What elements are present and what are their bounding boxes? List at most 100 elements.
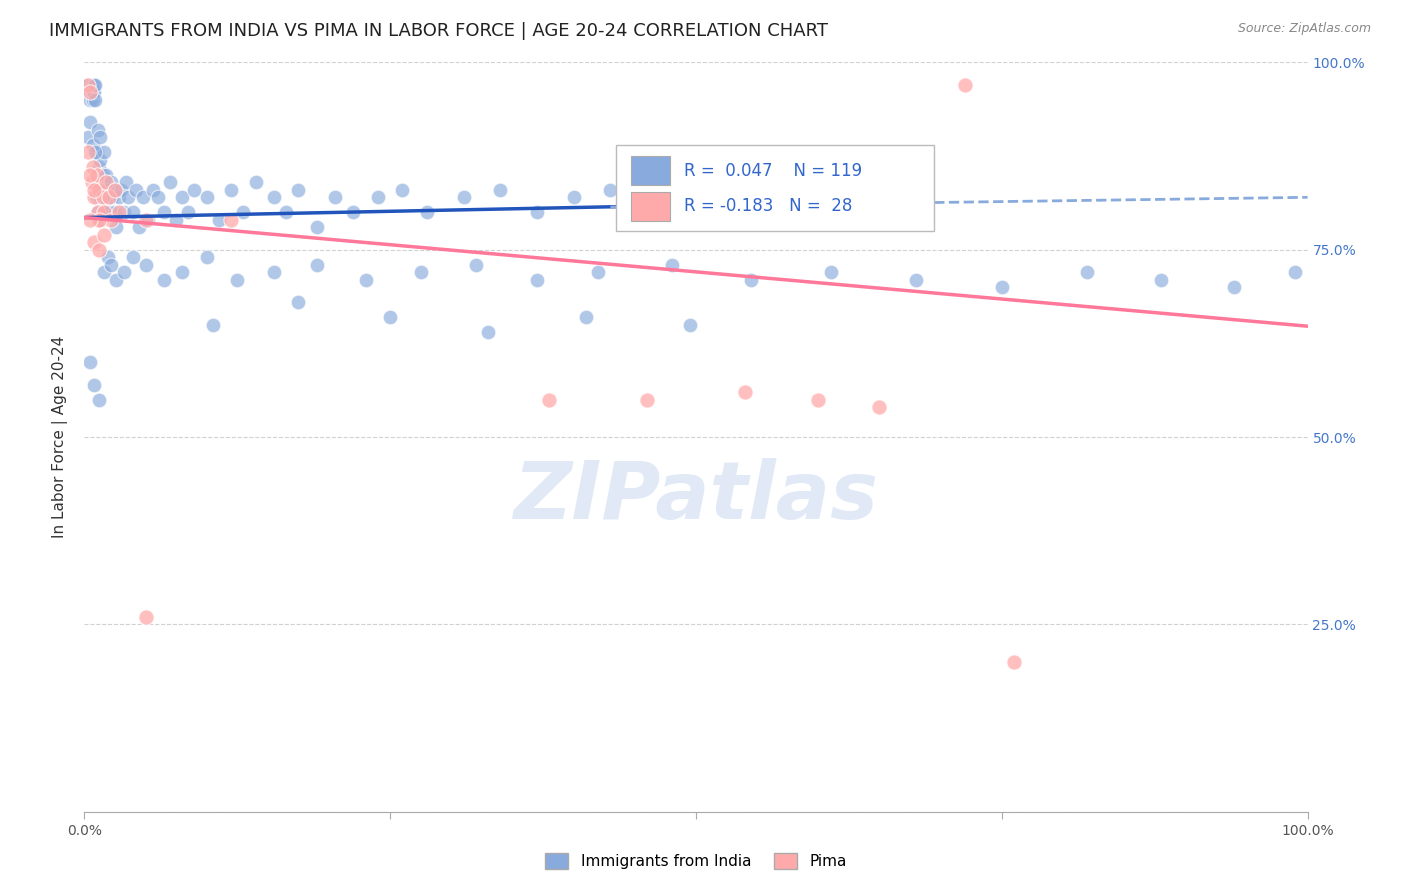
Point xyxy=(110,183,132,197)
Point xyxy=(117,190,139,204)
Point xyxy=(77,78,100,92)
Legend: Immigrants from India, Pima: Immigrants from India, Pima xyxy=(540,847,852,875)
Point xyxy=(79,168,101,182)
Point xyxy=(97,250,120,264)
Point xyxy=(94,190,117,204)
Point xyxy=(89,190,111,204)
Point xyxy=(84,93,107,107)
Point xyxy=(104,183,127,197)
Point xyxy=(177,205,200,219)
Text: ZIPatlas: ZIPatlas xyxy=(513,458,879,536)
Point xyxy=(86,190,108,204)
Point xyxy=(112,265,135,279)
Point xyxy=(409,265,432,279)
Point xyxy=(201,318,224,332)
Point xyxy=(263,265,285,279)
Point xyxy=(342,205,364,219)
Point xyxy=(93,227,115,242)
Point xyxy=(464,258,486,272)
Point xyxy=(83,183,105,197)
Point xyxy=(636,392,658,407)
Point xyxy=(87,183,110,197)
Point xyxy=(105,220,128,235)
Point xyxy=(86,168,108,182)
Point xyxy=(905,273,928,287)
FancyBboxPatch shape xyxy=(631,156,671,185)
Point xyxy=(679,318,702,332)
Point xyxy=(79,86,101,100)
Point xyxy=(1223,280,1246,294)
Point xyxy=(83,86,105,100)
Point xyxy=(953,78,976,92)
Point xyxy=(87,243,110,257)
Point xyxy=(538,392,561,407)
Text: IMMIGRANTS FROM INDIA VS PIMA IN LABOR FORCE | AGE 20-24 CORRELATION CHART: IMMIGRANTS FROM INDIA VS PIMA IN LABOR F… xyxy=(49,22,828,40)
Point xyxy=(740,273,762,287)
Point xyxy=(132,190,155,204)
Point xyxy=(87,392,110,407)
Point xyxy=(80,78,103,92)
Point xyxy=(575,310,598,325)
Point xyxy=(323,190,346,204)
Point xyxy=(76,78,98,92)
Point xyxy=(562,190,585,204)
Point xyxy=(87,123,110,137)
Point xyxy=(83,377,105,392)
Point xyxy=(100,175,122,189)
Point xyxy=(80,86,103,100)
Point xyxy=(93,265,115,279)
Point xyxy=(172,190,194,204)
Point xyxy=(83,190,105,204)
Point xyxy=(263,190,285,204)
Point xyxy=(79,355,101,369)
Point xyxy=(77,86,100,100)
Point xyxy=(354,273,377,287)
Point xyxy=(115,175,138,189)
Point xyxy=(77,145,100,160)
Point xyxy=(820,265,842,279)
Point xyxy=(245,175,267,189)
Point xyxy=(219,183,242,197)
Point xyxy=(416,205,439,219)
Point xyxy=(97,190,120,204)
Point xyxy=(79,115,101,129)
Point xyxy=(661,258,683,272)
Point xyxy=(287,183,309,197)
Point xyxy=(90,212,112,227)
Point xyxy=(136,212,159,227)
Point xyxy=(636,205,658,219)
Text: Source: ZipAtlas.com: Source: ZipAtlas.com xyxy=(1237,22,1371,36)
Point xyxy=(79,86,101,100)
Point xyxy=(146,190,169,204)
Point xyxy=(122,250,145,264)
Point xyxy=(87,205,110,219)
Point xyxy=(219,212,242,227)
Point xyxy=(477,325,499,339)
Point xyxy=(91,168,114,182)
Point xyxy=(107,205,129,219)
Point xyxy=(195,190,218,204)
Point xyxy=(526,205,548,219)
FancyBboxPatch shape xyxy=(616,145,935,231)
FancyBboxPatch shape xyxy=(631,192,671,220)
Point xyxy=(1002,655,1025,669)
Point xyxy=(526,273,548,287)
Text: R =  0.047    N = 119: R = 0.047 N = 119 xyxy=(683,162,862,180)
Point xyxy=(77,78,100,92)
Point xyxy=(276,205,298,219)
Point xyxy=(991,280,1014,294)
Point xyxy=(87,161,110,175)
Point xyxy=(83,78,105,92)
Point xyxy=(1150,273,1173,287)
Point xyxy=(96,175,118,189)
Point xyxy=(125,183,148,197)
Point xyxy=(93,205,115,219)
Point xyxy=(183,183,205,197)
Point xyxy=(159,175,181,189)
Point xyxy=(93,175,115,189)
Point xyxy=(96,168,118,182)
Point xyxy=(79,93,101,107)
Point xyxy=(586,265,609,279)
Point xyxy=(305,220,328,235)
Point xyxy=(96,205,118,219)
